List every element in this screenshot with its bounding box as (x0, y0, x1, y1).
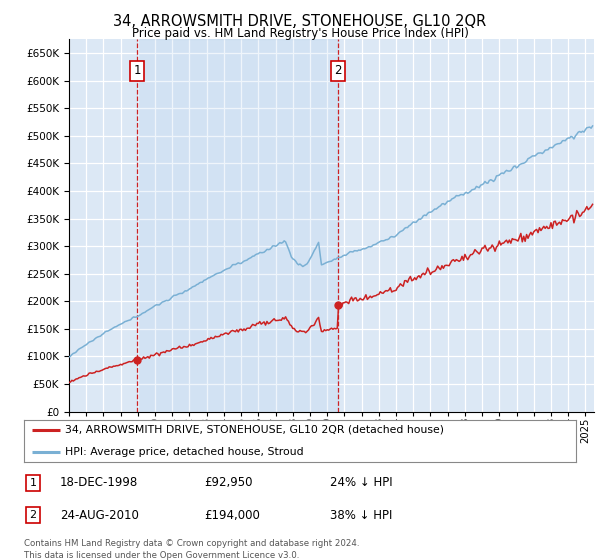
Text: HPI: Average price, detached house, Stroud: HPI: Average price, detached house, Stro… (65, 447, 304, 458)
Text: £194,000: £194,000 (204, 508, 260, 522)
Bar (137, 39, 338, 412)
Text: £92,950: £92,950 (204, 476, 253, 489)
Text: Price paid vs. HM Land Registry's House Price Index (HPI): Price paid vs. HM Land Registry's House … (131, 27, 469, 40)
Text: 38% ↓ HPI: 38% ↓ HPI (330, 508, 392, 522)
Text: 1: 1 (133, 64, 141, 77)
Text: 34, ARROWSMITH DRIVE, STONEHOUSE, GL10 2QR (detached house): 34, ARROWSMITH DRIVE, STONEHOUSE, GL10 2… (65, 424, 445, 435)
Text: 34, ARROWSMITH DRIVE, STONEHOUSE, GL10 2QR: 34, ARROWSMITH DRIVE, STONEHOUSE, GL10 2… (113, 14, 487, 29)
Text: 18-DEC-1998: 18-DEC-1998 (60, 476, 138, 489)
Text: 24-AUG-2010: 24-AUG-2010 (60, 508, 139, 522)
Text: 2: 2 (334, 64, 342, 77)
Text: 24% ↓ HPI: 24% ↓ HPI (330, 476, 392, 489)
Text: Contains HM Land Registry data © Crown copyright and database right 2024.
This d: Contains HM Land Registry data © Crown c… (24, 539, 359, 559)
Text: 1: 1 (29, 478, 37, 488)
Text: 2: 2 (29, 510, 37, 520)
